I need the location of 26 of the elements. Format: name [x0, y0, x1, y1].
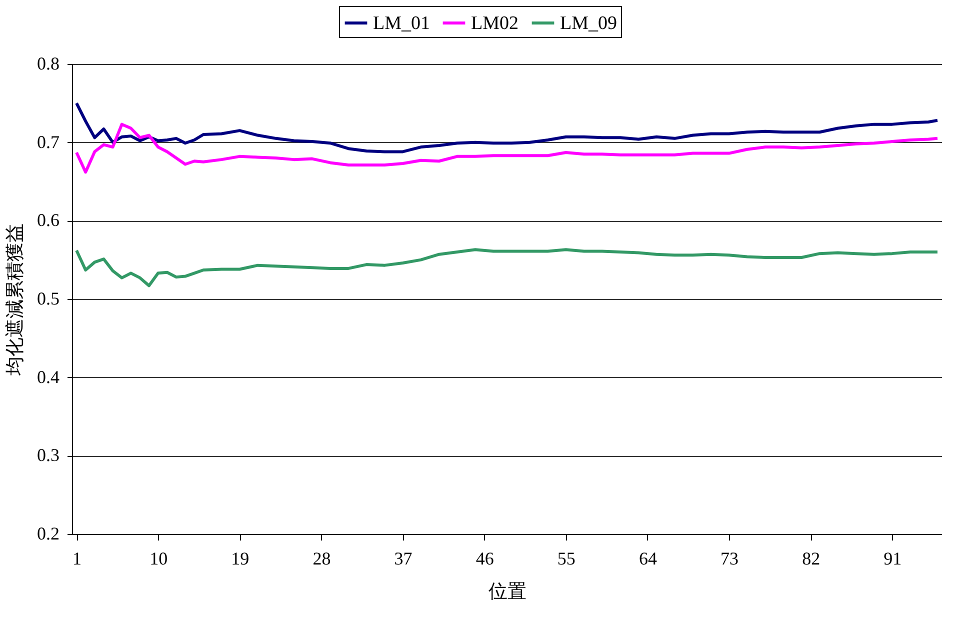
x-tick-label: 73: [720, 548, 739, 568]
line-series: [75, 122, 939, 174]
y-tick-label: 0.7: [37, 132, 60, 152]
x-tick-label: 64: [638, 548, 657, 568]
legend-label: LM02: [471, 13, 518, 34]
line-series: [75, 102, 939, 154]
y-tick-label: 0.3: [37, 445, 60, 466]
x-tick-label: 19: [231, 548, 250, 568]
y-tick-label: 0.2: [37, 524, 60, 544]
legend-label: LM_01: [373, 13, 430, 34]
x-tick-label: 55: [557, 548, 576, 568]
x-tick-label: 28: [312, 548, 331, 568]
y-tick-label: 0.6: [37, 210, 60, 230]
y-tick-label: 0.4: [37, 366, 60, 387]
x-tick-label: 37: [394, 548, 412, 568]
y-tick-label: 0.8: [37, 54, 60, 74]
line-series: [75, 248, 939, 288]
x-tick-label: 10: [150, 548, 168, 568]
x-tick-label: 1: [72, 548, 82, 568]
x-tick-label: 82: [802, 548, 820, 568]
x-tick-label: 91: [884, 548, 902, 568]
x-tick-label: 46: [476, 548, 494, 568]
x-axis-title: 位置: [488, 582, 526, 602]
legend-label: LM_09: [560, 13, 617, 34]
y-axis-title: 均化遮減累積獲益: [5, 224, 26, 376]
y-tick-label: 0.5: [37, 288, 60, 308]
